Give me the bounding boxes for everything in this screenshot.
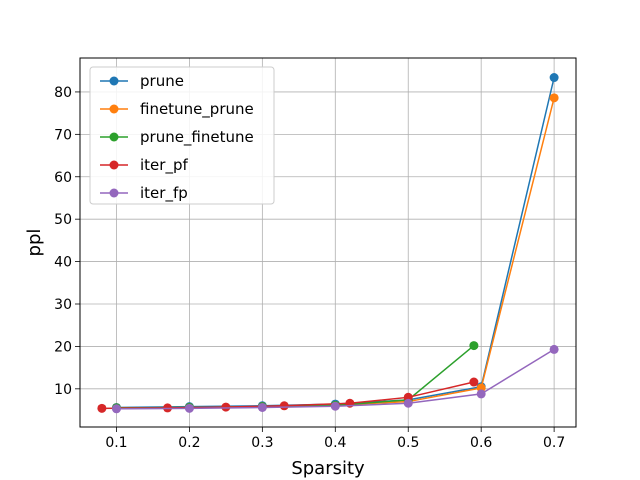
- data-point: [330, 401, 340, 411]
- x-axis-label: Sparsity: [291, 458, 365, 479]
- x-tick-label: 0.4: [324, 435, 346, 451]
- data-point: [221, 402, 231, 412]
- data-point: [257, 402, 267, 412]
- data-point: [403, 398, 413, 408]
- x-tick-label: 0.6: [470, 435, 492, 451]
- y-tick-label: 40: [54, 255, 72, 271]
- data-point: [279, 401, 289, 411]
- data-point: [111, 404, 121, 414]
- series-iter-fp: [111, 344, 559, 414]
- y-tick-label: 70: [54, 127, 72, 143]
- data-point: [184, 403, 194, 413]
- x-tick-label: 0.5: [397, 435, 419, 451]
- data-point: [549, 93, 559, 103]
- x-tick-label: 0.1: [105, 435, 127, 451]
- legend-item: finetune_prune: [100, 100, 254, 119]
- legend-label: finetune_prune: [140, 100, 254, 119]
- y-tick-label: 80: [54, 85, 72, 101]
- legend-item: prune_finetune: [100, 128, 254, 147]
- grid: [80, 58, 576, 427]
- legend-item: iter_pf: [100, 156, 188, 175]
- legend-marker: [109, 188, 119, 198]
- x-tick-label: 0.2: [178, 435, 200, 451]
- legend-marker: [109, 160, 119, 170]
- y-tick-label: 20: [54, 339, 72, 355]
- legend-box: [89, 66, 275, 205]
- legend-marker: [109, 132, 119, 142]
- legend-item: iter_fp: [100, 184, 188, 203]
- y-tick-label: 50: [54, 212, 72, 228]
- legend-label: iter_fp: [140, 184, 188, 203]
- data-point: [549, 344, 559, 354]
- x-tick-label: 0.7: [543, 435, 565, 451]
- legend-label: iter_pf: [140, 156, 188, 175]
- legend-label: prune: [140, 72, 184, 90]
- series-layer: [97, 73, 559, 414]
- legend: prune finetune_prune prune_finetune iter_pf…: [89, 66, 275, 205]
- y-tick-label: 10: [54, 382, 72, 398]
- data-point: [97, 403, 107, 413]
- legend-label: prune_finetune: [140, 128, 254, 147]
- data-point: [469, 341, 479, 351]
- legend-item: prune: [100, 72, 184, 90]
- data-point: [469, 377, 479, 387]
- y-axis-label: ppl: [24, 229, 45, 257]
- x-tick-label: 0.3: [251, 435, 273, 451]
- y-tick-label: 30: [54, 297, 72, 313]
- legend-marker: [109, 104, 119, 114]
- data-point: [549, 73, 559, 83]
- data-point: [476, 389, 486, 399]
- y-tick-label: 60: [54, 170, 72, 186]
- plot-frame: [79, 57, 577, 428]
- ticks: 0.1 0.2 0.3 0.4 0.5 0.6 0.7 10 20 30 40 50 60 70 80: [54, 85, 565, 451]
- legend-marker: [109, 76, 119, 86]
